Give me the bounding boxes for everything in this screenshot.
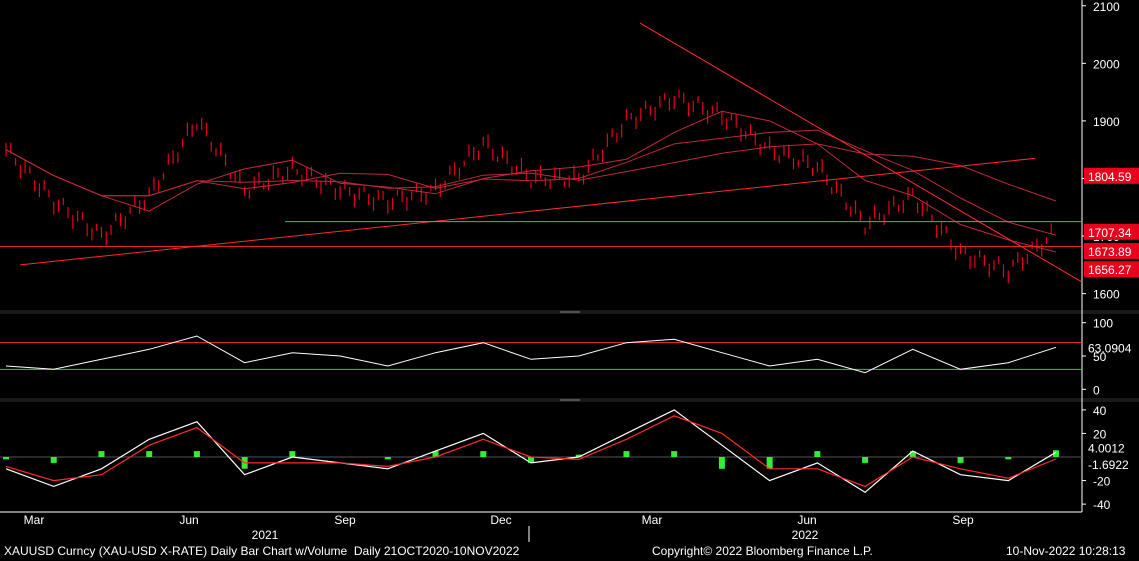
x-month-label: Mar <box>642 513 663 527</box>
price-label-text: 1656.27 <box>1088 263 1132 277</box>
macd-panel: -40 -20 20 40 4.0012 -1.6922 <box>0 404 1129 512</box>
rsi-last-value-text: 63.0904 <box>1088 341 1132 355</box>
macd-histogram-bar <box>193 451 200 457</box>
macd-histogram-bar <box>3 457 9 460</box>
price-tick-label: 2000 <box>1093 57 1120 71</box>
macd-tick-label: -40 <box>1093 498 1111 512</box>
x-month-label: Mar <box>24 513 45 527</box>
price-tick-label: 1600 <box>1093 288 1120 302</box>
price-label-text: 1707.34 <box>1088 226 1132 240</box>
macd-histogram-bar <box>766 457 773 469</box>
macd-histogram-bar <box>146 451 153 457</box>
x-month-label: Sep <box>952 513 974 527</box>
macd-histogram-bar <box>671 451 678 457</box>
price-label-box <box>1084 261 1139 278</box>
macd-tick-label: -20 <box>1093 475 1111 489</box>
rsi-tick-label: 100 <box>1093 317 1113 331</box>
macd-histogram-bar <box>957 457 964 463</box>
macd-histogram-bar <box>1053 450 1059 457</box>
rsi-last-value: 63.0904 <box>1088 341 1132 355</box>
macd-histogram-bar <box>1005 457 1012 460</box>
falling-trendline <box>639 22 1083 283</box>
chart-description: XAUUSD Curncy (XAU-USD X-RATE) Daily Bar… <box>4 544 520 558</box>
x-month-label: Jun <box>797 513 816 527</box>
macd-histogram-bar <box>718 457 725 469</box>
timestamp: 10-Nov-2022 10:28:13 <box>1006 544 1126 558</box>
rsi-panel: 0 50 100 63.0904 <box>0 317 1132 397</box>
price-label-box <box>1084 243 1139 260</box>
rsi-tick-label: 50 <box>1093 350 1107 364</box>
x-axis: Mar Jun Sep Dec Mar Jun Sep 2021 2022 <box>24 513 974 542</box>
price-tick-label: 1900 <box>1093 115 1120 129</box>
rsi-tick-label: 0 <box>1093 383 1100 397</box>
x-year-label: 2022 <box>792 528 819 542</box>
rising-trendline <box>19 157 1036 266</box>
x-month-label: Jun <box>179 513 198 527</box>
macd-histogram-bar <box>432 451 439 457</box>
macd-histogram-bar <box>862 457 869 463</box>
rsi-line <box>5 335 1057 374</box>
price-label-text: 1804.59 <box>1088 170 1132 184</box>
x-year-label: 2021 <box>252 528 279 542</box>
price-value-label: 1804.59 <box>1084 167 1139 184</box>
macd-signal-line <box>5 415 1057 488</box>
copyright: Copyright© 2022 Bloomberg Finance L.P. <box>652 544 873 558</box>
moving-average-line <box>5 110 1057 253</box>
x-month-label: Dec <box>490 513 511 527</box>
macd-tick-label: 40 <box>1093 404 1107 418</box>
price-value-label: 1707.34 <box>1084 223 1139 240</box>
price-value-label: 1656.27 <box>1084 261 1139 278</box>
macd-histogram-bar <box>575 454 582 457</box>
macd-histogram-bar <box>98 451 105 457</box>
macd-histogram-bar <box>480 451 487 457</box>
macd-value-text: 4.0012 <box>1088 441 1125 455</box>
macd-value-label: 4.0012 <box>1088 441 1125 455</box>
macd-histogram-bar <box>289 451 296 457</box>
macd-histogram-bar <box>384 457 391 460</box>
macd-histogram-bar <box>50 457 57 463</box>
x-month-label: Sep <box>334 513 356 527</box>
price-panel: 1600170018001900200021001804.591707.3416… <box>0 0 1139 302</box>
macd-histogram-bar <box>623 451 630 457</box>
macd-tick-label: 20 <box>1093 427 1107 441</box>
macd-histogram-bar <box>814 451 821 457</box>
macd-value-label: -1.6922 <box>1088 458 1129 472</box>
macd-histogram-bar <box>528 457 534 463</box>
price-label-text: 1673.89 <box>1088 245 1132 259</box>
macd-histogram-bar <box>909 451 916 457</box>
price-label-box <box>1084 223 1139 240</box>
price-label-box <box>1084 167 1139 184</box>
macd-line <box>5 409 1057 494</box>
moving-average-line <box>5 143 1057 202</box>
price-value-label: 1673.89 <box>1084 243 1139 260</box>
price-tick-label: 2100 <box>1093 0 1120 14</box>
macd-value-text: -1.6922 <box>1088 458 1129 472</box>
